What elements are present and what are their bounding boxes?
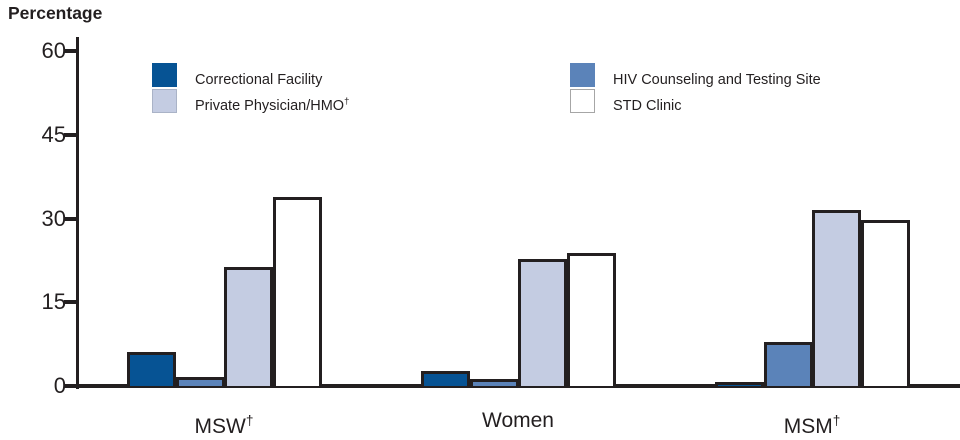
legend-swatch-std-clinic	[570, 89, 595, 113]
legend-label-correctional-facility: Correctional Facility	[195, 71, 323, 88]
bar-private-physician-hmo-women	[518, 259, 567, 386]
bar-hiv-counseling-and-testing-site-msw	[176, 377, 225, 386]
legend-swatch-hiv-counseling-testing-site	[570, 63, 595, 87]
y-tick-label-60: 60	[41, 38, 66, 63]
bar-correctional-facility-msw	[127, 352, 176, 386]
bar-correctional-facility-women	[421, 371, 470, 386]
chart-title: Percentage	[8, 3, 103, 23]
y-tick-label-0: 0	[53, 373, 66, 398]
bar-hiv-counseling-and-testing-site-women	[470, 379, 519, 386]
bar-correctional-facility-msm	[715, 382, 764, 386]
category-label-msm: MSM†	[783, 413, 841, 438]
bar-private-physician-hmo-msw	[224, 267, 273, 386]
y-tick-label-45: 45	[41, 122, 66, 147]
bar-private-physician-hmo-msm	[812, 210, 861, 386]
legend-label-hiv-counseling-testing-site: HIV Counseling and Testing Site	[613, 71, 821, 88]
bar-hiv-counseling-and-testing-site-msm	[764, 342, 813, 386]
y-tick-15	[64, 300, 78, 304]
y-axis-line	[76, 37, 79, 389]
x-axis-line	[64, 384, 960, 388]
legend-swatch-correctional-facility	[152, 63, 177, 87]
legend-label-std-clinic: STD Clinic	[613, 97, 682, 114]
bar-std-clinic-msw	[273, 197, 322, 386]
category-label-msw: MSW†	[194, 413, 254, 438]
legend-swatch-private-physician-hmo	[152, 89, 177, 113]
y-tick-30	[64, 217, 78, 221]
y-tick-label-30: 30	[41, 206, 66, 231]
legend-label-private-physician-hmo: Private Physician/HMO†	[195, 95, 350, 114]
y-tick-60	[64, 49, 78, 53]
bar-std-clinic-women	[567, 253, 616, 386]
y-tick-label-15: 15	[41, 289, 66, 314]
bar-std-clinic-msm	[861, 220, 910, 386]
category-label-women: Women	[482, 409, 554, 432]
y-tick-0	[64, 384, 78, 388]
y-tick-45	[64, 133, 78, 137]
